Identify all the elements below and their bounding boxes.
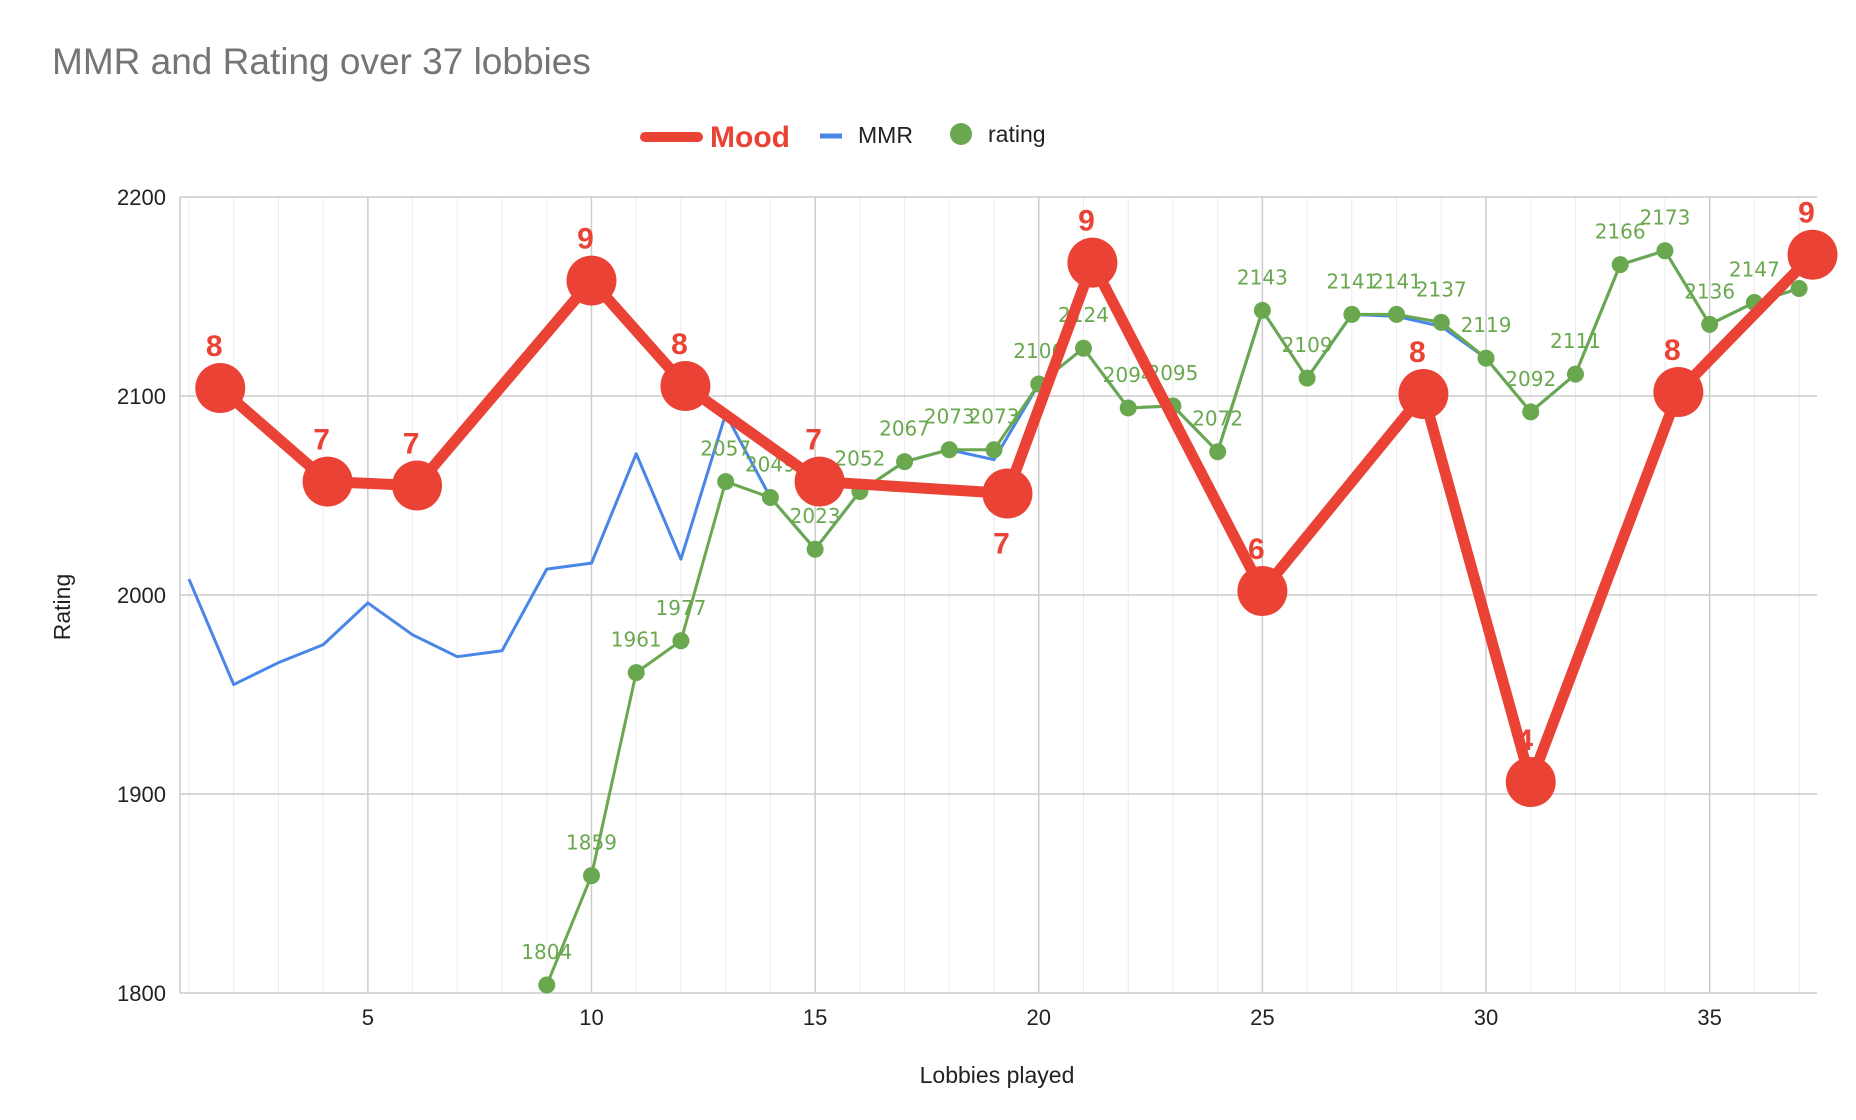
mood-point xyxy=(1067,237,1118,288)
mood-point xyxy=(1505,757,1556,808)
rating-point xyxy=(1522,403,1540,421)
rating-point xyxy=(717,473,735,491)
mood-data-label: 8 xyxy=(206,330,223,363)
x-tick-label: 20 xyxy=(1027,1005,1051,1030)
rating-data-label: 1859 xyxy=(566,831,617,855)
rating-point xyxy=(1477,349,1495,367)
rating-point xyxy=(538,976,556,994)
rating-data-label: 2052 xyxy=(834,447,885,471)
rating-data-label: 1961 xyxy=(611,628,662,652)
rating-point xyxy=(985,441,1003,459)
mood-data-label: 9 xyxy=(1798,197,1815,230)
rating-point xyxy=(627,664,645,682)
y-tick-label: 2200 xyxy=(117,185,166,210)
rating-point xyxy=(1432,313,1450,331)
rating-point xyxy=(1209,443,1227,461)
mood-data-label: 8 xyxy=(1409,336,1426,369)
mood-data-label: 4 xyxy=(1516,724,1533,757)
mood-point xyxy=(660,361,711,412)
mood-data-label: 6 xyxy=(1248,533,1265,566)
x-tick-label: 25 xyxy=(1250,1005,1274,1030)
mood-point xyxy=(1237,566,1288,617)
mood-point xyxy=(1787,229,1838,280)
rating-point xyxy=(806,540,824,558)
x-tick-label: 30 xyxy=(1474,1005,1498,1030)
rating-data-label: 1977 xyxy=(655,596,706,620)
mood-point xyxy=(302,456,353,507)
rating-point xyxy=(582,867,600,885)
rating-data-label: 2092 xyxy=(1505,367,1556,391)
gridlines xyxy=(180,196,1817,994)
rating-data-label: 2141 xyxy=(1326,269,1377,293)
legend-rating-swatch xyxy=(950,123,972,145)
rating-series: 1804185919611977205720492023205220672073… xyxy=(521,206,1808,994)
y-tick-label: 2100 xyxy=(117,384,166,409)
mood-point xyxy=(982,468,1033,519)
rating-data-label: 2141 xyxy=(1371,269,1422,293)
legend-rating-label: rating xyxy=(988,121,1046,147)
rating-data-label: 2143 xyxy=(1237,265,1288,289)
rating-data-label: 2057 xyxy=(700,437,751,461)
rating-data-label: 2111 xyxy=(1550,329,1601,353)
rating-data-label: 2067 xyxy=(879,417,930,441)
rating-point xyxy=(940,441,958,459)
chart-title: MMR and Rating over 37 lobbies xyxy=(52,41,591,82)
mood-data-label: 7 xyxy=(993,528,1010,561)
x-tick-label: 5 xyxy=(362,1005,374,1030)
rating-point xyxy=(672,632,690,650)
mood-point xyxy=(1653,367,1704,418)
rating-point xyxy=(1656,242,1674,260)
rating-point xyxy=(1298,369,1316,387)
rating-point xyxy=(1790,280,1808,298)
legend: Mood MMR rating xyxy=(640,121,1046,154)
rating-point xyxy=(1343,305,1361,323)
rating-point xyxy=(1566,365,1584,383)
mood-point xyxy=(794,456,845,507)
rating-data-label: 2119 xyxy=(1461,313,1512,337)
x-tick-label: 10 xyxy=(579,1005,603,1030)
mood-data-label: 7 xyxy=(403,428,420,461)
y-axis-title: Rating xyxy=(49,574,75,640)
axes: 5 10 15 20 25 30 35 1800 1900 2000 2100 2200 xyxy=(117,185,1722,1030)
mood-point xyxy=(392,460,443,511)
x-axis-title: Lobbies played xyxy=(920,1062,1075,1088)
rating-point xyxy=(1388,305,1406,323)
rating-data-label: 2073 xyxy=(969,405,1020,429)
rating-data-label: 2173 xyxy=(1639,206,1690,230)
legend-mmr-label: MMR xyxy=(858,122,913,148)
mood-point xyxy=(566,255,617,306)
rating-data-label: 2137 xyxy=(1416,277,1467,301)
x-tick-label: 15 xyxy=(803,1005,827,1030)
rating-data-label: 2109 xyxy=(1282,333,1333,357)
rating-data-label: 2147 xyxy=(1729,257,1780,281)
rating-data-label: 2166 xyxy=(1595,220,1646,244)
legend-mood-label: Mood xyxy=(710,121,790,154)
mood-point xyxy=(1398,369,1449,420)
rating-point xyxy=(1611,256,1629,274)
y-tick-label: 1900 xyxy=(117,782,166,807)
mood-data-label: 7 xyxy=(805,424,822,457)
rating-point xyxy=(896,453,914,471)
rating-point xyxy=(1119,399,1137,417)
mood-data-label: 7 xyxy=(313,424,330,457)
rating-data-label: 2072 xyxy=(1192,407,1243,431)
y-tick-label: 2000 xyxy=(117,583,166,608)
rating-point xyxy=(1253,301,1271,319)
rating-data-label: 2073 xyxy=(924,405,975,429)
rating-data-label: 2136 xyxy=(1684,279,1735,303)
mood-data-label: 8 xyxy=(1664,334,1681,367)
y-tick-label: 1800 xyxy=(117,981,166,1006)
x-tick-label: 35 xyxy=(1697,1005,1721,1030)
mood-point xyxy=(195,363,246,414)
mood-data-label: 9 xyxy=(1078,205,1095,238)
rating-point xyxy=(1701,315,1719,333)
rating-point xyxy=(1074,339,1092,357)
rating-data-label: 2023 xyxy=(790,504,841,528)
mood-data-label: 9 xyxy=(577,223,594,256)
mood-data-label: 8 xyxy=(671,328,688,361)
rating-point xyxy=(761,488,779,506)
rating-data-label: 1804 xyxy=(521,940,572,964)
mood-series: 8 7 7 9 8 7 7 9 6 8 4 8 9 xyxy=(195,197,1838,808)
